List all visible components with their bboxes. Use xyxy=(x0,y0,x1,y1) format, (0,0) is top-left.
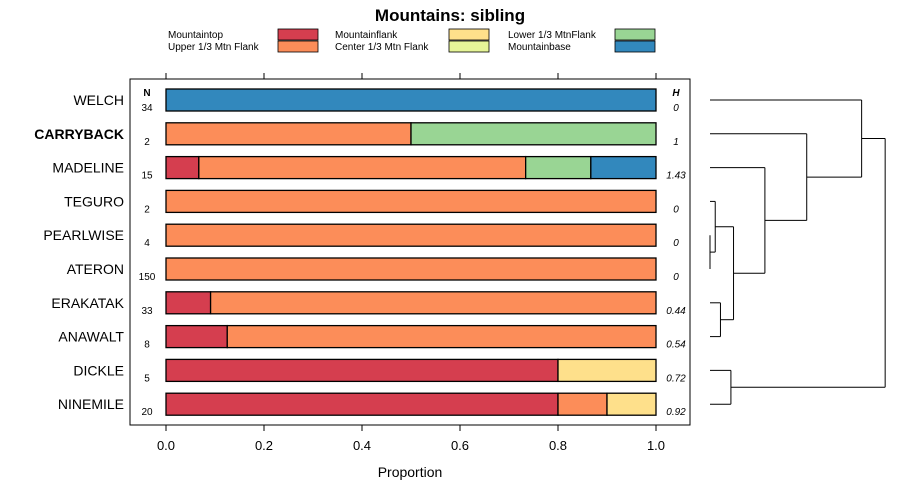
legend-swatch xyxy=(448,40,490,53)
bar-segment xyxy=(198,155,527,180)
legend-swatch xyxy=(277,28,319,41)
legend-label: Upper 1/3 Mtn Flank xyxy=(168,42,260,53)
category-label: TEGURO xyxy=(64,193,124,209)
chart-title: Mountains: sibling xyxy=(375,6,525,25)
x-tick-label: 0.2 xyxy=(255,438,273,453)
bar-segment xyxy=(590,155,657,180)
n-value: 8 xyxy=(144,340,150,351)
category-label: ERAKATAK xyxy=(51,295,124,311)
bar-segment xyxy=(165,257,657,281)
x-tick-label: 1.0 xyxy=(647,438,665,453)
category-label: ANAWALT xyxy=(58,329,124,345)
n-value: 2 xyxy=(144,204,150,215)
h-value: 0.44 xyxy=(666,306,686,317)
x-tick-label: 0.0 xyxy=(157,438,175,453)
dendrogram xyxy=(709,99,886,405)
bar-segment xyxy=(165,189,657,214)
x-tick-label: 0.8 xyxy=(549,438,567,453)
h-value: 0 xyxy=(673,238,679,249)
bar-segment xyxy=(606,392,657,416)
x-axis: 0.0 0.2 0.4 0.6 0.8 1.0 xyxy=(157,73,665,453)
legend-swatch xyxy=(448,28,490,41)
category-label: DICKLE xyxy=(73,362,124,378)
bars xyxy=(165,88,657,416)
category-label: WELCH xyxy=(73,92,124,108)
h-value: 0 xyxy=(673,272,679,283)
n-value: 34 xyxy=(141,103,153,114)
n-value: 20 xyxy=(141,407,153,418)
x-tick-label: 0.6 xyxy=(451,438,469,453)
h-value: 0 xyxy=(673,103,679,114)
legend-swatch xyxy=(614,28,656,41)
h-value: 0.72 xyxy=(666,373,686,384)
n-value: 33 xyxy=(141,306,153,317)
legend-label: Mountaintop xyxy=(168,30,223,41)
h-header: H xyxy=(672,88,680,99)
bar-segment xyxy=(209,291,657,315)
legend-label: Lower 1/3 MtnFlank xyxy=(508,30,597,41)
bar-segment xyxy=(165,223,657,247)
n-value: 150 xyxy=(139,272,156,283)
legend-label: Center 1/3 Mtn Flank xyxy=(335,42,429,53)
legend-swatch xyxy=(277,40,319,53)
bar-segment xyxy=(525,155,592,180)
x-axis-label: Proportion xyxy=(378,464,443,480)
legend-swatch xyxy=(614,40,656,53)
bar-segment xyxy=(165,291,212,315)
bar-segment xyxy=(557,392,608,416)
h-value: 1.43 xyxy=(666,171,686,182)
category-label: CARRYBACK xyxy=(34,126,124,142)
plot-frame xyxy=(129,78,691,426)
bar-segment xyxy=(226,324,657,349)
n-value: 2 xyxy=(144,137,150,148)
category-label: MADELINE xyxy=(52,160,124,176)
category-label: NINEMILE xyxy=(58,396,124,412)
bar-segment xyxy=(165,88,657,112)
h-value: 0.54 xyxy=(666,340,686,351)
bar-segment xyxy=(410,122,657,146)
bar-segment xyxy=(165,122,412,146)
h-value: 0.92 xyxy=(666,407,686,418)
n-header: N xyxy=(143,88,150,99)
n-value: 5 xyxy=(144,373,150,384)
h-value: 0 xyxy=(673,204,679,215)
bar-segment xyxy=(165,358,559,383)
bar-segment xyxy=(557,358,657,383)
bar-segment xyxy=(165,324,228,349)
legend-label: Mountainflank xyxy=(335,30,398,41)
bar-segment xyxy=(165,392,559,416)
bar-segment xyxy=(165,155,200,180)
x-tick-label: 0.4 xyxy=(353,438,371,453)
n-value: 4 xyxy=(144,238,150,249)
n-value: 15 xyxy=(141,171,153,182)
category-label: PEARLWISE xyxy=(43,227,124,243)
h-value: 1 xyxy=(673,137,679,148)
category-label: ATERON xyxy=(67,261,124,277)
legend-label: Mountainbase xyxy=(508,42,571,53)
row-labels: WELCH 34 0 CARRYBACK 2 1 MADELINE 15 1.43 TEGURO 2… xyxy=(34,92,686,418)
